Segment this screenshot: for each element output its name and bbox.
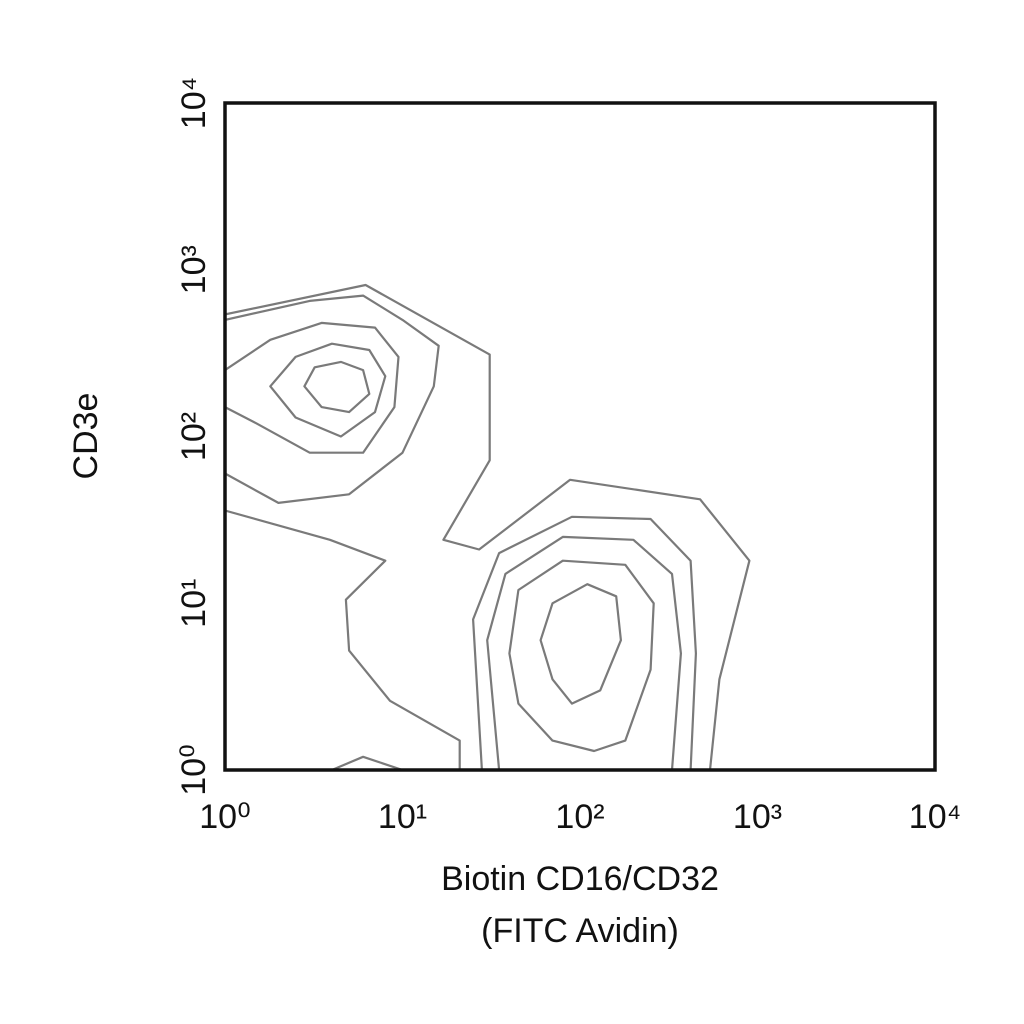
- y-axis-label: CD3e: [67, 393, 105, 480]
- contour-line: [539, 583, 622, 705]
- contour-line: [303, 360, 371, 414]
- y-tick-label: 10³: [175, 245, 213, 294]
- x-axis-label: Biotin CD16/CD32: [441, 860, 719, 898]
- x-tick-label: 10⁴: [909, 798, 961, 836]
- contour-line: [472, 515, 697, 770]
- contour-line: [331, 755, 403, 770]
- y-tick-label: 10⁰: [175, 744, 213, 795]
- y-tick-label: 10¹: [175, 579, 213, 628]
- contour-line: [269, 342, 387, 438]
- contour-line: [225, 509, 461, 770]
- y-tick-label: 10⁴: [175, 77, 213, 129]
- x-tick-label: 10²: [555, 798, 604, 836]
- y-tick-label: 10²: [175, 412, 213, 461]
- contour-line: [508, 559, 655, 753]
- plot-frame: [223, 101, 937, 772]
- x-tick-label: 10¹: [378, 798, 427, 836]
- contour-line: [225, 283, 751, 770]
- contour-line: [486, 535, 682, 770]
- contour-line: [225, 294, 440, 504]
- x-tick-label: 10⁰: [199, 798, 250, 836]
- x-axis-label: (FITC Avidin): [481, 912, 679, 950]
- x-tick-label: 10³: [733, 798, 782, 836]
- contour-layer: [225, 283, 751, 770]
- contour-line: [225, 321, 400, 454]
